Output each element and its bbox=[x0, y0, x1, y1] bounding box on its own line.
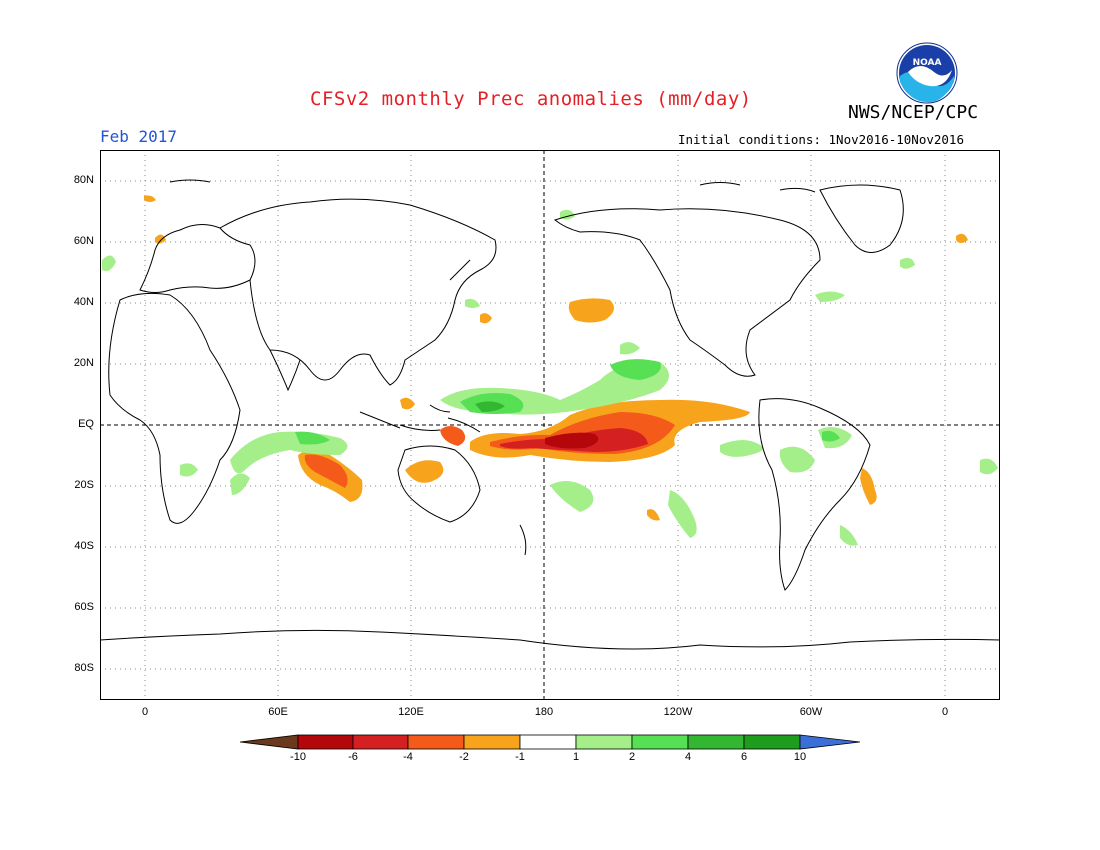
colorbar-swatch-4 bbox=[463, 734, 521, 750]
lon-label-180: 180 bbox=[534, 706, 554, 718]
colorbar-swatch-2 bbox=[352, 734, 409, 750]
colorbar-swatch-8 bbox=[687, 734, 745, 750]
lon-label-0: 0 bbox=[141, 706, 149, 718]
dry-maritime bbox=[405, 460, 444, 483]
lat-label-40n: 40N bbox=[73, 296, 94, 308]
wet-south-america bbox=[720, 440, 764, 457]
lat-label-80s: 80S bbox=[74, 662, 94, 674]
colorbar-cap-low bbox=[240, 734, 299, 750]
lat-label-eq: EQ bbox=[78, 418, 94, 430]
lon-label-60w: 60W bbox=[799, 706, 823, 718]
noaa-logo-text: NOAA bbox=[913, 58, 942, 68]
colorbar-label-1: -10 bbox=[290, 751, 306, 763]
colorbar-swatch-6 bbox=[575, 734, 633, 750]
colorbar-label-8: 4 bbox=[684, 751, 692, 763]
lat-label-20s: 20S bbox=[74, 479, 94, 491]
lat-label-60s: 60S bbox=[74, 601, 94, 613]
colorbar-label-3: -4 bbox=[403, 751, 413, 763]
colorbar-label-5: -1 bbox=[515, 751, 525, 763]
dry-north-pacific bbox=[568, 298, 614, 323]
lon-label-120w: 120W bbox=[663, 706, 693, 718]
colorbar-label-2: -6 bbox=[348, 751, 358, 763]
agency-label: NWS/NCEP/CPC bbox=[848, 102, 979, 123]
lat-label-60n: 60N bbox=[73, 235, 94, 247]
colorbar-swatch-9 bbox=[743, 734, 801, 750]
initial-conditions: Initial conditions: 1Nov2016-10Nov2016 bbox=[678, 132, 964, 147]
colorbar bbox=[240, 734, 861, 750]
colorbar-cap-high bbox=[799, 734, 861, 750]
colorbar-swatch-7 bbox=[631, 734, 689, 750]
colorbar-swatch-3 bbox=[407, 734, 465, 750]
precipitation-anomaly-map bbox=[100, 150, 1000, 700]
forecast-month: Feb 2017 bbox=[100, 127, 178, 146]
positive-anomalies bbox=[102, 209, 998, 546]
noaa-logo: NOAA bbox=[896, 42, 958, 104]
wet-south-pacific bbox=[550, 481, 594, 512]
colorbar-swatch-1 bbox=[297, 734, 354, 750]
chart-title: CFSv2 monthly Prec anomalies (mm/day) bbox=[310, 88, 752, 110]
lon-label-0-east: 0 bbox=[941, 706, 949, 718]
colorbar-label-10: 10 bbox=[793, 751, 807, 763]
colorbar-swatch-5 bbox=[519, 734, 577, 750]
lon-label-60e: 60E bbox=[268, 706, 288, 718]
colorbar-label-7: 2 bbox=[628, 751, 636, 763]
colorbar-label-9: 6 bbox=[740, 751, 748, 763]
lon-label-120e: 120E bbox=[398, 706, 424, 718]
colorbar-label-4: -2 bbox=[459, 751, 469, 763]
negative-anomalies bbox=[144, 195, 968, 521]
lat-label-80n: 80N bbox=[73, 174, 94, 186]
lat-label-20n: 20N bbox=[73, 357, 94, 369]
lat-label-40s: 40S bbox=[74, 540, 94, 552]
colorbar-label-6: 1 bbox=[572, 751, 580, 763]
coastlines bbox=[100, 179, 1000, 650]
